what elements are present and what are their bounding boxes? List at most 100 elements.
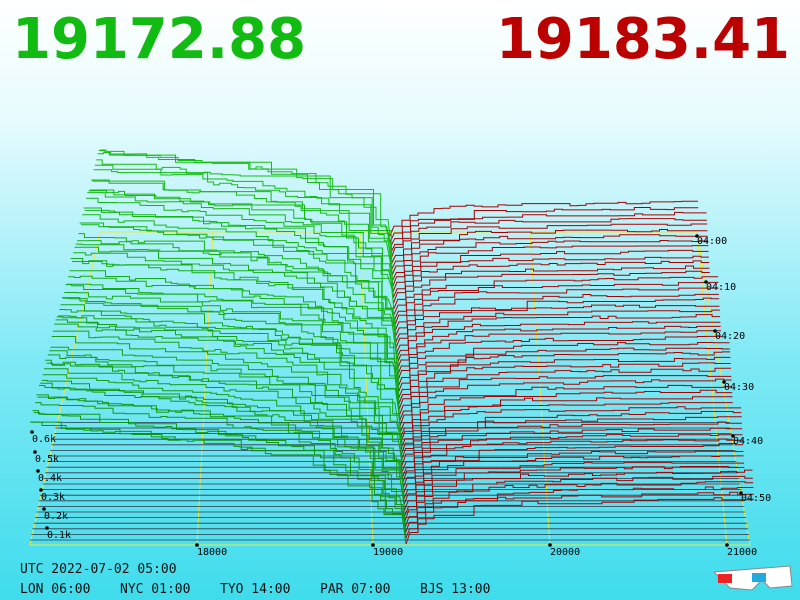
ask-depth-line [400, 406, 742, 449]
ask-depth-line [390, 223, 708, 259]
bid-depth-line [52, 330, 402, 444]
bid-depth-line [73, 252, 397, 354]
city-clock: LON 06:00 [20, 582, 90, 597]
bid-depth-line [30, 421, 407, 545]
depth-label: 0.1k [47, 530, 71, 541]
bid-price: 19172.88 [12, 7, 307, 72]
utc-clock: UTC 2022-07-02 05:00 [20, 562, 177, 577]
time-label: 04:40 [733, 436, 763, 447]
ask-depth-line [400, 402, 733, 444]
bid-depth-line [82, 214, 395, 315]
tick-dot [39, 488, 43, 492]
ask-depth-line [401, 421, 742, 466]
bid-depth-line [49, 350, 403, 461]
tick-dot [739, 491, 743, 495]
ask-depth-line [391, 234, 708, 270]
ask-depth-line [391, 240, 708, 276]
bid-depth-line [58, 315, 401, 421]
depth-label: 0.6k [32, 434, 56, 445]
bid-depth-line [31, 421, 407, 539]
ask-depth-line [397, 347, 730, 388]
ask-depth-line [390, 211, 707, 248]
ask-depth-line [398, 367, 731, 410]
depth-label: 0.4k [38, 473, 62, 484]
time-label: 04:30 [724, 382, 754, 393]
ask-depth-line [393, 270, 710, 309]
ask-depth-line [389, 207, 699, 242]
depth-label: 0.5k [35, 454, 59, 465]
tick-dot [704, 280, 708, 284]
bid-depth-line [45, 359, 403, 477]
bid-depth-line [96, 159, 392, 253]
ask-depth-line [404, 481, 754, 528]
bid-depth-line [66, 283, 399, 382]
bid-depth-line [97, 152, 392, 248]
ask-depth-line [397, 342, 730, 382]
ask-depth-line [396, 335, 722, 377]
city-clock: BJS 13:00 [420, 582, 490, 597]
ask-depth-line [395, 309, 720, 349]
tick-dot [731, 434, 735, 438]
ask-depth-line [392, 260, 710, 298]
ask-depth-line [404, 486, 754, 533]
ask-depth-line [401, 416, 742, 461]
bid-depth-line [80, 224, 395, 321]
bid-depth-line [69, 270, 398, 371]
bid-depth-line [35, 402, 406, 522]
depth-label: 0.3k [41, 492, 65, 503]
ask-depth-line [405, 497, 754, 545]
bid-depth-line [46, 362, 403, 472]
ask-depth-line [397, 351, 731, 393]
tick-dot [45, 526, 49, 530]
ask-depth-line [402, 443, 744, 489]
ask-depth-line [391, 245, 709, 282]
ask-depth-line [395, 304, 720, 343]
bid-depth-line [86, 197, 394, 298]
ask-depth-line [394, 297, 720, 338]
price-label: 18000 [197, 547, 227, 558]
ask-depth-line [390, 218, 707, 254]
ask-depth-line [402, 450, 744, 494]
bid-depth-line [44, 368, 404, 483]
bid-depth-line [89, 189, 393, 281]
ask-depth-line [402, 438, 743, 483]
bid-depth-line [60, 304, 400, 410]
ask-depth-line [397, 356, 731, 399]
time-label: 04:00 [697, 236, 727, 247]
ask-depth-line [393, 276, 719, 315]
axis-labels: 18000 19000 20000 21000 0.6k 0.5k 0.4k 0.3k 0.2k… [20, 234, 771, 597]
ask-depth-line [403, 455, 744, 500]
bid-depth-line [75, 243, 397, 343]
bid-depth-line [98, 150, 391, 242]
bid-depth-line [47, 354, 403, 466]
bid-depth-line [36, 394, 406, 517]
ask-depth-line [404, 469, 753, 517]
price-label: 20000 [550, 547, 580, 558]
ask-depth-line [395, 321, 721, 360]
ask-price: 19183.41 [495, 7, 790, 72]
tick-dot [33, 450, 37, 454]
bid-depth-line [87, 192, 394, 293]
ask-depth-line [392, 255, 709, 293]
ask-depth-line [400, 396, 733, 438]
tick-dot [725, 543, 729, 547]
bid-depth-line [54, 323, 401, 438]
tick-dot [695, 234, 699, 238]
bid-depth-line [94, 164, 392, 259]
ask-depth-line [396, 330, 721, 371]
bid-depth-line [41, 379, 404, 494]
ask-depth-line [399, 378, 732, 421]
depth-label: 0.2k [44, 511, 68, 522]
bid-depth-line [83, 207, 395, 309]
bid-depth-line [51, 336, 402, 449]
time-label: 04:10 [706, 282, 736, 293]
bid-depth-line [65, 284, 399, 388]
tick-dot [36, 469, 40, 473]
ask-depth-line [389, 200, 698, 237]
bid-depth-line [92, 180, 393, 270]
tick-dot [371, 543, 375, 547]
city-clock: TYO 14:00 [220, 582, 290, 597]
3d-glasses-icon[interactable] [712, 565, 793, 591]
bid-depth-line [88, 190, 394, 287]
